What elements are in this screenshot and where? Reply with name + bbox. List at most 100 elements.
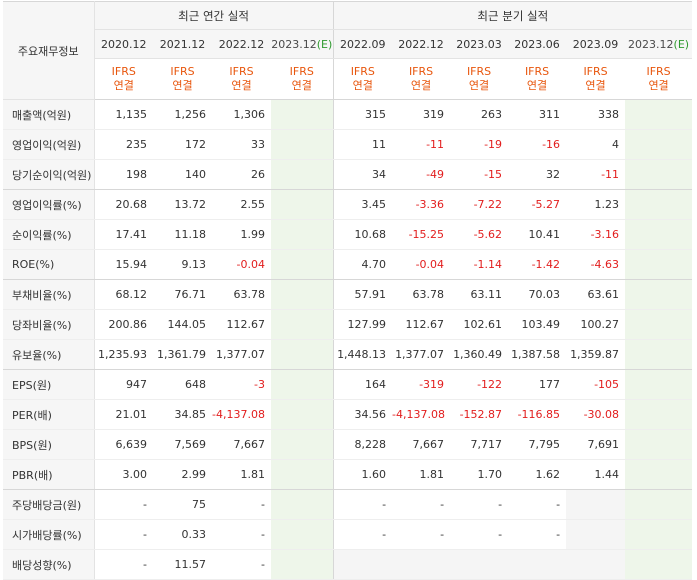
row-label: PER(배) [3, 399, 95, 430]
quarter-value-cell: 11 [333, 129, 393, 160]
ifrs-label: IFRS 연결 [625, 58, 693, 100]
annual-value-cell: - [94, 519, 153, 550]
quarter-value-cell [333, 549, 393, 580]
annual-value-cell: 76.71 [153, 279, 212, 310]
quarter-value-cell: -5.27 [508, 189, 567, 220]
row-label: 영업이익(억원) [3, 129, 95, 160]
ifrs-standard-label: IFRS [170, 65, 195, 78]
quarter-value-cell: 1.81 [392, 459, 451, 490]
row-label: 부채비율(%) [3, 279, 95, 310]
quarter-value-cell: 63.11 [450, 279, 509, 310]
ifrs-standard-label: IFRS [229, 65, 254, 78]
quarter-value-cell: -30.08 [566, 399, 626, 430]
annual-value-cell [271, 129, 334, 160]
quarter-value-cell: 1,377.07 [392, 339, 451, 370]
row-label: 배당성향(%) [3, 549, 95, 580]
quarter-value-cell: - [508, 519, 567, 550]
quarter-value-cell: -15.25 [392, 219, 451, 250]
ifrs-consolidated-label: 연결 [231, 79, 252, 92]
quarter-value-cell [625, 519, 693, 550]
row-label: 시가배당률(%) [3, 519, 95, 550]
table-row: PER(배) 21.01 34.85 -4,137.08 34.56 -4,137.08-… [3, 399, 693, 430]
quarter-value-cell: 34 [333, 159, 393, 190]
ifrs-standard-label: IFRS [289, 65, 314, 78]
row-label: ROE(%) [3, 249, 95, 280]
row-label: 주당배당금(원) [3, 489, 95, 520]
period-header: 2022.09 [333, 29, 393, 59]
ifrs-label: IFRS 연결 [212, 58, 271, 100]
ifrs-label: IFRS 연결 [508, 58, 567, 100]
annual-value-cell: 1.81 [212, 459, 271, 490]
quarter-value-cell: -116.85 [508, 399, 567, 430]
ifrs-label: IFRS 연결 [450, 58, 509, 100]
quarter-value-cell: 177 [508, 369, 567, 400]
annual-value-cell: - [212, 489, 271, 520]
annual-value-cell [271, 339, 334, 370]
annual-value-cell: 648 [153, 369, 212, 400]
table-row: 부채비율(%) 68.12 76.71 63.78 57.91 63.78 63.11 70.… [3, 279, 693, 310]
quarter-value-cell: 319 [392, 99, 451, 130]
quarter-value-cell: 263 [450, 99, 509, 130]
annual-group-header: 최근 연간 실적 [94, 1, 334, 30]
quarter-value-cell: 1.60 [333, 459, 393, 490]
quarter-value-cell: 32 [508, 159, 567, 190]
quarter-value-cell [625, 429, 693, 460]
annual-value-cell [271, 549, 334, 580]
quarter-value-cell: -122 [450, 369, 509, 400]
quarter-value-cell: 338 [566, 99, 626, 130]
annual-value-cell: 1,235.93 [94, 339, 153, 370]
annual-value-cell: 198 [94, 159, 153, 190]
quarter-value-cell [625, 399, 693, 430]
quarter-value-cell [566, 519, 626, 550]
quarter-value-cell: 63.61 [566, 279, 626, 310]
ifrs-label: IFRS 연결 [271, 58, 334, 100]
quarter-value-cell [625, 309, 693, 340]
quarter-value-cell: 1.62 [508, 459, 567, 490]
annual-value-cell: 1,256 [153, 99, 212, 130]
quarter-value-cell [625, 369, 693, 400]
period-header: 2021.12 [153, 29, 212, 59]
ifrs-standard-label: IFRS [646, 65, 671, 78]
annual-value-cell: 63.78 [212, 279, 271, 310]
annual-value-cell: 235 [94, 129, 153, 160]
ifrs-consolidated-label: 연결 [468, 79, 490, 92]
ifrs-standard-label: IFRS [350, 65, 375, 78]
annual-value-cell [271, 519, 334, 550]
quarter-value-cell: -152.87 [450, 399, 509, 430]
quarter-value-cell [392, 549, 451, 580]
ifrs-consolidated-label: 연결 [410, 79, 432, 92]
annual-value-cell: 34.85 [153, 399, 212, 430]
quarter-value-cell: 3.45 [333, 189, 393, 220]
quarter-value-cell [625, 459, 693, 490]
quarter-value-cell [625, 339, 693, 370]
quarter-value-cell: 4.70 [333, 249, 393, 280]
ifrs-consolidated-label: 연결 [291, 79, 312, 92]
annual-value-cell: 68.12 [94, 279, 153, 310]
table-row: 당좌비율(%) 200.86 144.05 112.67 127.99 112.67 102… [3, 309, 693, 340]
ifrs-standard-label: IFRS [524, 65, 550, 78]
annual-value-cell: 140 [153, 159, 212, 190]
table-row: BPS(원) 6,639 7,569 7,667 8,228 7,667 7,717 7,79… [3, 429, 693, 460]
quarter-value-cell: 8,228 [333, 429, 393, 460]
annual-value-cell [271, 459, 334, 490]
ifrs-label: IFRS 연결 [94, 58, 153, 100]
period-header-row: 2020.12 2021.12 2022.12 2023.12(E) 2022.09 20… [3, 29, 693, 59]
quarter-value-cell: 4 [566, 129, 626, 160]
annual-value-cell: 2.99 [153, 459, 212, 490]
ifrs-consolidated-label: 연결 [172, 79, 193, 92]
quarter-value-cell: -105 [566, 369, 626, 400]
quarter-value-cell: 63.78 [392, 279, 451, 310]
quarter-value-cell: - [392, 519, 451, 550]
quarter-value-cell: 1,359.87 [566, 339, 626, 370]
annual-value-cell: 1,377.07 [212, 339, 271, 370]
annual-value-cell: - [212, 549, 271, 580]
quarter-value-cell: 34.56 [333, 399, 393, 430]
ifrs-standard-label: IFRS [466, 65, 492, 78]
annual-value-cell: 1,361.79 [153, 339, 212, 370]
table-row: EPS(원) 947 648 -3 164 -319 -122 177 -105 [3, 369, 693, 400]
quarter-value-cell: - [508, 489, 567, 520]
quarter-value-cell: 1,387.58 [508, 339, 567, 370]
annual-value-cell: - [94, 549, 153, 580]
quarter-value-cell: 112.67 [392, 309, 451, 340]
quarter-value-cell [625, 549, 693, 580]
